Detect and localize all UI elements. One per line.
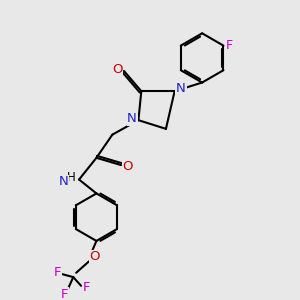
Text: N: N <box>58 176 68 188</box>
Text: N: N <box>127 112 137 125</box>
Text: F: F <box>54 266 61 279</box>
Text: H: H <box>67 171 75 184</box>
Text: F: F <box>226 39 233 52</box>
Text: O: O <box>122 160 133 173</box>
Text: O: O <box>90 250 100 263</box>
Text: F: F <box>61 288 68 300</box>
Text: O: O <box>112 63 123 76</box>
Text: F: F <box>82 281 90 294</box>
Text: N: N <box>176 82 186 95</box>
